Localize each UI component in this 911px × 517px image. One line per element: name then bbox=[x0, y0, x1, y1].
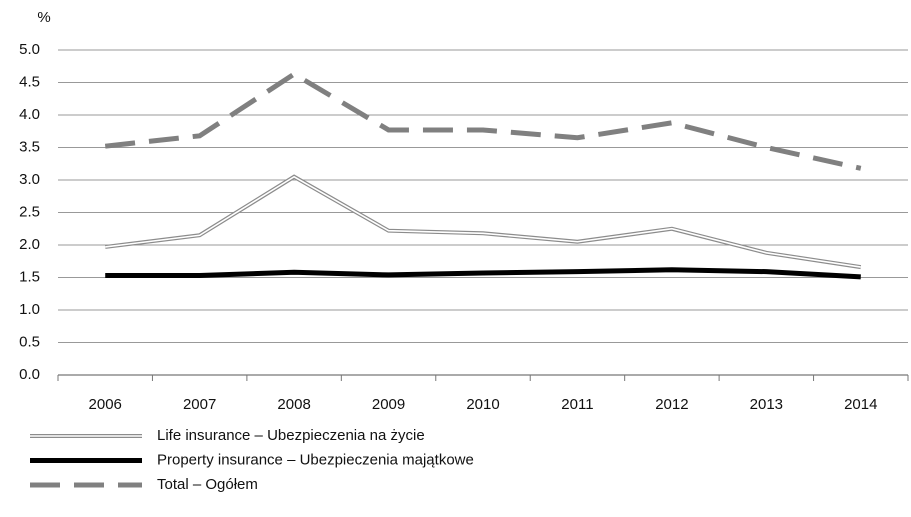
y-tick-label: 3.5 bbox=[19, 138, 40, 155]
x-tick-label: 2008 bbox=[277, 396, 310, 413]
y-tick-label: 4.0 bbox=[19, 106, 40, 123]
y-tick-label: 0.0 bbox=[19, 366, 40, 383]
x-tick-label: 2007 bbox=[183, 396, 216, 413]
legend-label: Property insurance – Ubezpieczenia mająt… bbox=[157, 451, 474, 468]
x-tick-label: 2014 bbox=[844, 396, 877, 413]
series-line-inner bbox=[105, 175, 861, 268]
y-tick-label: 0.5 bbox=[19, 333, 40, 350]
y-tick-label: 2.5 bbox=[19, 203, 40, 220]
x-tick-label: 2012 bbox=[655, 396, 688, 413]
y-tick-label: 2.0 bbox=[19, 236, 40, 253]
series-line bbox=[104, 71, 862, 171]
y-axis-label: % bbox=[37, 9, 50, 26]
series-line bbox=[104, 174, 862, 270]
x-tick-label: 2010 bbox=[466, 396, 499, 413]
x-tick-label: 2011 bbox=[561, 396, 593, 413]
y-tick-label: 5.0 bbox=[19, 41, 40, 58]
y-tick-label: 1.0 bbox=[19, 301, 40, 318]
y-tick-label: 4.5 bbox=[19, 73, 40, 90]
legend-label: Total – Ogółem bbox=[157, 476, 258, 493]
y-tick-label: 3.0 bbox=[19, 171, 40, 188]
legend-label: Life insurance – Ubezpieczenia na życie bbox=[157, 427, 425, 444]
series-line bbox=[105, 267, 861, 280]
x-tick-label: 2006 bbox=[89, 396, 122, 413]
y-tick-label: 1.5 bbox=[19, 268, 40, 285]
x-tick-label: 2009 bbox=[372, 396, 405, 413]
x-tick-label: 2013 bbox=[750, 396, 783, 413]
